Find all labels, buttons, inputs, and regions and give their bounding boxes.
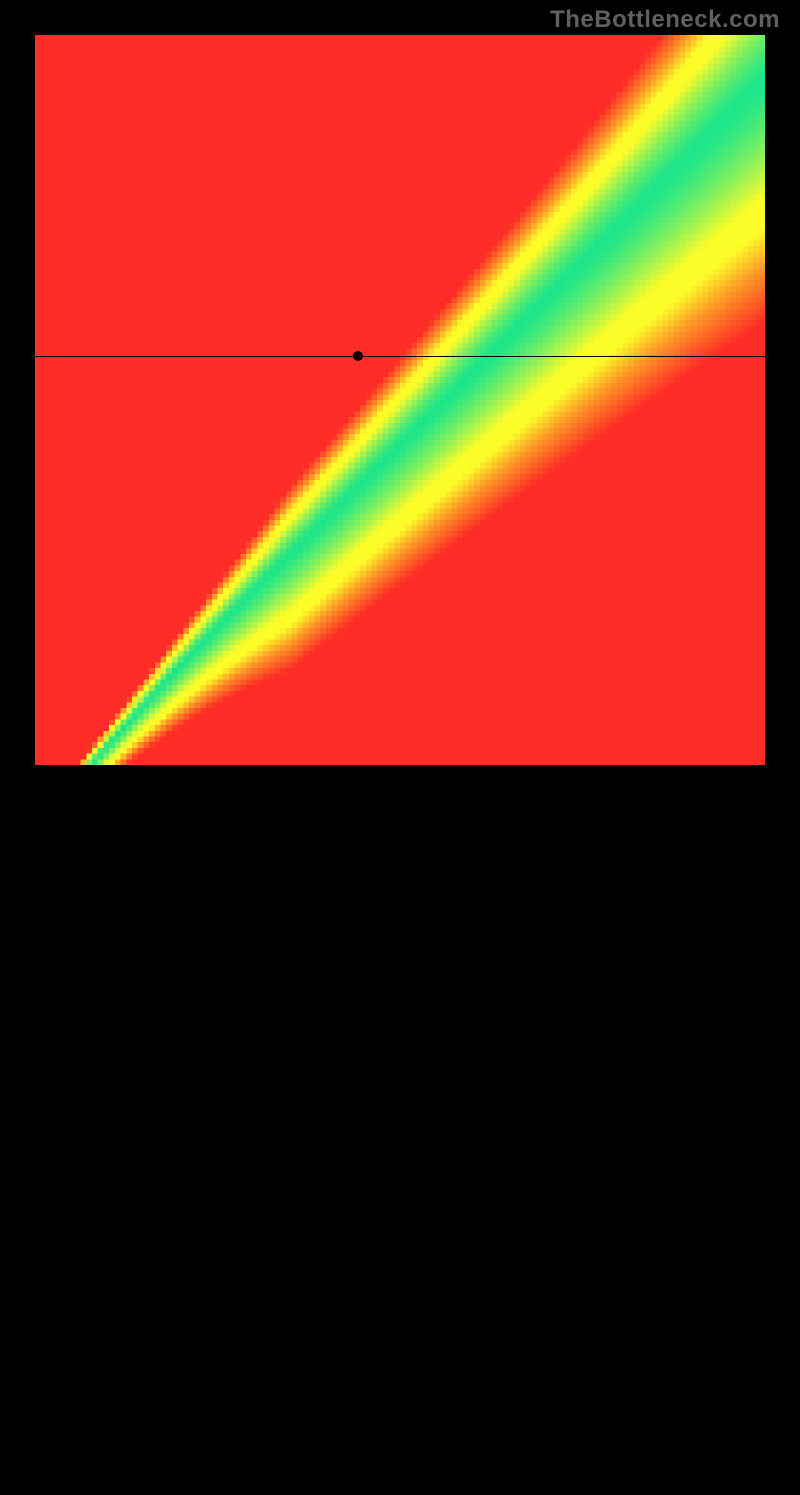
plot-area <box>35 35 765 765</box>
crosshair-horizontal <box>35 356 765 357</box>
crosshair-vertical <box>358 765 359 1495</box>
data-point <box>353 351 363 361</box>
heatmap-canvas <box>35 35 765 765</box>
chart-container: TheBottleneck.com <box>0 0 800 800</box>
watermark-text: TheBottleneck.com <box>550 6 780 34</box>
